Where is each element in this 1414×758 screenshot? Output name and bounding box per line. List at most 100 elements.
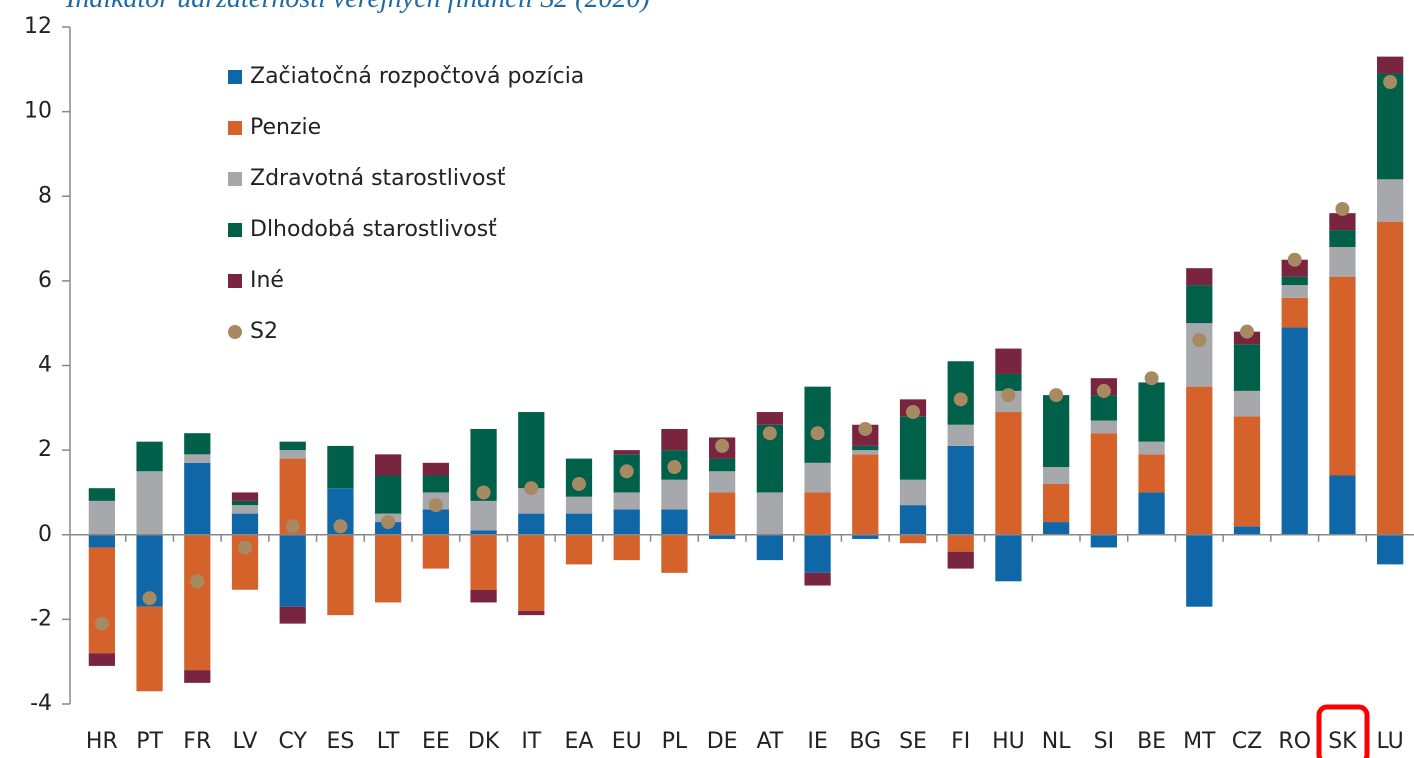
s2-marker (1287, 252, 1302, 267)
bar-segment (1329, 247, 1356, 277)
bar-segment (518, 513, 545, 535)
x-tick-label: SI (1094, 729, 1114, 754)
legend-swatch (228, 172, 242, 186)
bar-segment (995, 534, 1022, 582)
s2-marker (667, 460, 682, 475)
bar-segment (231, 505, 259, 514)
x-tick-label: CZ (1232, 729, 1262, 754)
bar-segment (804, 572, 831, 586)
bar-segment (899, 505, 927, 535)
bar-segment (422, 509, 449, 535)
s2-marker (1096, 383, 1111, 398)
x-tick-label: HR (86, 729, 118, 754)
x-tick-label: HU (992, 729, 1025, 754)
bar-segment (1043, 395, 1070, 468)
bar-segment (1043, 483, 1070, 523)
bar-segment (279, 450, 306, 459)
bar-segment (88, 547, 115, 654)
s2-marker (285, 519, 300, 534)
bar-segment (184, 670, 211, 683)
chart-title: Indikátor udržateľnosti verejných financ… (65, 0, 650, 14)
bar-segment (88, 534, 115, 548)
bar-segment (804, 492, 831, 535)
bar-segment (709, 534, 736, 539)
bar-segment (375, 475, 402, 514)
bar-segment (709, 492, 736, 535)
y-tick-label: -2 (30, 606, 52, 631)
bar-segment (756, 492, 783, 535)
bar-segment (1186, 386, 1213, 535)
bar-segment (1377, 534, 1404, 565)
bar-segment (470, 500, 497, 531)
y-tick-label: -4 (30, 691, 52, 716)
bar-segment (1377, 56, 1404, 74)
bar-segment (88, 500, 115, 535)
x-tick-label: RO (1278, 729, 1311, 754)
x-tick-label: FI (951, 729, 970, 754)
bar-segment (231, 492, 259, 501)
bar-segment (899, 416, 927, 480)
bar-segment (375, 454, 402, 476)
s2-marker (1335, 201, 1350, 216)
bar-segment (1186, 285, 1213, 324)
s2-marker (1240, 324, 1254, 339)
y-tick-label: 0 (38, 522, 52, 547)
bar-segment (1138, 382, 1165, 442)
bar-segment (1186, 323, 1213, 387)
bar-segment (613, 492, 640, 510)
bar-segment (1281, 285, 1308, 298)
s2-marker (333, 519, 348, 534)
bar-segment (1138, 454, 1165, 493)
bar-segment (1186, 534, 1213, 607)
bar-segment (661, 428, 688, 451)
legend-label: Penzie (250, 115, 321, 140)
s2-marker (858, 421, 873, 436)
bar-segment (613, 509, 640, 535)
y-tick-label: 12 (24, 14, 52, 39)
legend-label: S2 (250, 319, 278, 344)
bar-segment (756, 412, 783, 425)
x-tick-label: SK (1328, 729, 1357, 754)
bar-segment (756, 534, 783, 561)
x-tick-label: CY (279, 729, 308, 754)
bar-segment (422, 462, 449, 476)
bar-segment (852, 534, 879, 539)
bar-segment (375, 534, 402, 603)
legend-marker (228, 325, 242, 339)
legend-label: Zdravotná starostlivosť (250, 166, 506, 191)
bar-segment (852, 445, 879, 451)
bar-segment (327, 445, 354, 489)
bar-segment (518, 610, 545, 616)
bar-segment (279, 606, 306, 624)
s2-marker (190, 574, 205, 589)
bar-segment (1329, 475, 1356, 535)
bar-segment (184, 433, 211, 455)
bar-segment (1281, 276, 1308, 286)
s2-marker (94, 616, 109, 631)
bar-segment (136, 471, 163, 535)
bar-segment (1281, 297, 1308, 328)
bar-segment (804, 386, 831, 463)
s2-marker (762, 426, 777, 441)
bar-segment (804, 534, 831, 573)
bar-segment (709, 458, 736, 472)
bar-segment (1043, 522, 1070, 535)
bar-segment (1043, 467, 1070, 484)
bar-segment (1090, 420, 1117, 434)
bar-segment (422, 534, 449, 569)
bar-segment (709, 471, 736, 493)
bar-segment (1090, 395, 1117, 421)
bar-segment (1329, 213, 1356, 231)
bar-segment (1329, 276, 1356, 476)
s2-marker (1383, 75, 1398, 90)
bar-segment (470, 534, 497, 590)
s2-marker (476, 485, 491, 500)
x-tick-label: NL (1042, 729, 1071, 754)
bar-segment (279, 441, 306, 451)
y-tick-label: 4 (38, 353, 52, 378)
bar-segment (995, 373, 1022, 391)
s2-marker (619, 464, 634, 479)
bar-segment (995, 412, 1022, 535)
bar-segment (947, 424, 974, 446)
